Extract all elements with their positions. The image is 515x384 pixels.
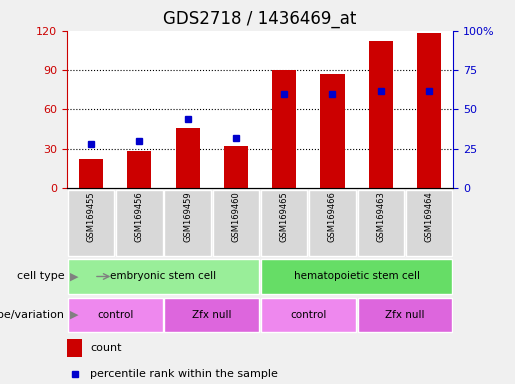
Bar	[369, 41, 393, 188]
Bar	[164, 298, 259, 332]
Text: GSM169460: GSM169460	[231, 192, 241, 242]
Bar	[67, 339, 82, 356]
Text: GSM169456: GSM169456	[135, 192, 144, 242]
Bar	[68, 298, 163, 332]
Text: GSM169464: GSM169464	[424, 192, 434, 242]
Text: control: control	[290, 310, 327, 320]
Text: GSM169459: GSM169459	[183, 192, 192, 242]
Bar	[261, 298, 356, 332]
Bar	[417, 33, 441, 188]
Bar	[320, 74, 345, 188]
Bar	[261, 190, 307, 256]
Bar	[310, 190, 356, 256]
Text: hematopoietic stem cell: hematopoietic stem cell	[294, 271, 420, 281]
Bar	[213, 190, 259, 256]
Bar	[357, 190, 404, 256]
Bar	[79, 159, 103, 188]
Bar	[68, 190, 114, 256]
Title: GDS2718 / 1436469_at: GDS2718 / 1436469_at	[163, 10, 357, 28]
Text: GSM169466: GSM169466	[328, 192, 337, 242]
Bar	[127, 151, 151, 188]
Bar	[224, 146, 248, 188]
Text: embryonic stem cell: embryonic stem cell	[110, 271, 217, 281]
Text: Zfx null: Zfx null	[385, 310, 425, 320]
Text: genotype/variation: genotype/variation	[0, 310, 64, 320]
Bar	[261, 259, 452, 294]
Text: percentile rank within the sample: percentile rank within the sample	[90, 369, 278, 379]
Text: ▶: ▶	[70, 310, 78, 320]
Text: GSM169455: GSM169455	[87, 192, 96, 242]
Text: ▶: ▶	[70, 271, 78, 281]
Bar	[68, 259, 259, 294]
Text: count: count	[90, 343, 122, 353]
Text: GSM169463: GSM169463	[376, 192, 385, 242]
Text: cell type: cell type	[17, 271, 64, 281]
Bar	[164, 190, 211, 256]
Bar	[116, 190, 163, 256]
Text: Zfx null: Zfx null	[192, 310, 232, 320]
Bar	[357, 298, 452, 332]
Bar	[176, 128, 200, 188]
Bar	[272, 70, 296, 188]
Text: GSM169465: GSM169465	[280, 192, 289, 242]
Bar	[406, 190, 452, 256]
Text: control: control	[97, 310, 133, 320]
